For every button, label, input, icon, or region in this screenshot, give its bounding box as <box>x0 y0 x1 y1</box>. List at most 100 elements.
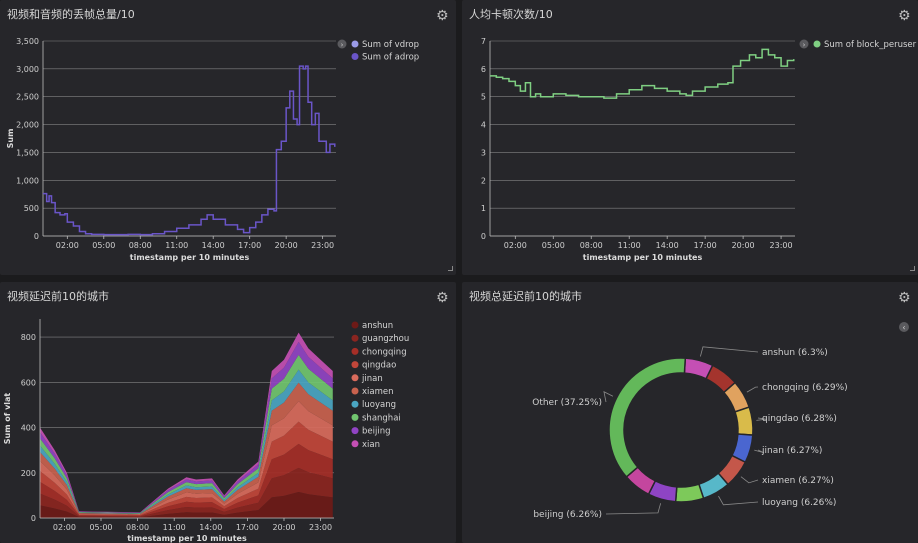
y-tick-label: 3,500 <box>16 37 39 46</box>
y-tick-label: 0 <box>34 232 39 241</box>
y-tick-label: 200 <box>21 469 36 478</box>
legend-toggle-icon <box>899 322 909 332</box>
area-luoyang <box>40 369 333 514</box>
chart-video-latency: 0 200 400 600 800 02:00 05:00 08:00 11:00 14:00 17… <box>3 319 409 543</box>
resize-handle[interactable] <box>910 266 915 271</box>
legend-marker <box>351 321 359 329</box>
area-jinan <box>40 401 333 516</box>
x-tick-label: 17:00 <box>236 523 259 532</box>
x-axis-title: timestamp per 10 minutes <box>130 253 250 262</box>
slice-label: xiamen (6.27%) <box>762 476 834 486</box>
legend-label: Sum of block_peruser <box>824 40 917 50</box>
legend-toggle-icon <box>337 39 347 49</box>
legend-marker <box>813 40 821 48</box>
slice-label: jinan (6.27%) <box>761 446 822 456</box>
slice-label: anshun (6.3%) <box>762 348 828 358</box>
leader-line <box>718 495 759 506</box>
series-line-Sum-of-adrop <box>43 65 336 236</box>
slice-label: luoyang (6.26%) <box>762 498 836 508</box>
legend-label: luoyang <box>362 400 396 410</box>
legend-marker <box>351 413 359 421</box>
legend-marker <box>351 53 359 60</box>
leader-line <box>754 449 765 454</box>
legend-label: xiamen <box>362 387 394 397</box>
legend-toggle-icon <box>799 39 809 49</box>
y-tick-label: 600 <box>21 378 36 387</box>
x-tick-label: 23:00 <box>311 241 334 250</box>
resize-handle[interactable] <box>448 266 453 271</box>
legend-marker <box>351 374 359 382</box>
legend-marker <box>351 334 359 342</box>
y-tick-label: 7 <box>481 37 486 46</box>
legend-marker <box>351 400 359 408</box>
gear-icon[interactable]: ⚙ <box>898 8 911 24</box>
legend-marker <box>351 427 359 435</box>
leader-line <box>605 503 662 515</box>
panel-block-per-user: 人均卡顿次数/10 ⚙ 0 1 2 3 4 5 6 7 02:00 05:00 08:00 11:00… <box>462 0 918 275</box>
chart-total-latency: ‹ anshun (6.3%) chongqing (6.29%) qingdao (… <box>532 322 909 520</box>
leader-line <box>756 417 767 421</box>
x-tick-label: 20:00 <box>272 523 295 532</box>
x-axis-title: timestamp per 10 minutes <box>583 253 703 262</box>
x-tick-label: 05:00 <box>89 523 112 532</box>
leader-line <box>740 476 759 484</box>
panel-frame-drops: 视频和音频的丢帧总量/10 ⚙ 0 500 1,000 1,500 2,000 2,500… <box>0 0 456 275</box>
legend-label: anshun <box>362 321 393 331</box>
y-tick-label: 500 <box>24 204 39 213</box>
x-tick-label: 17:00 <box>238 241 261 250</box>
legend-label: beijing <box>362 427 391 437</box>
gear-icon[interactable]: ⚙ <box>436 290 449 306</box>
slice-qingdao <box>734 406 754 436</box>
legend-label: qingdao <box>362 361 396 371</box>
chevron-icon: ‹ <box>902 323 905 332</box>
x-tick-label: 20:00 <box>275 241 298 250</box>
legend-marker <box>351 387 359 395</box>
y-axis-title: Sum <box>6 129 15 149</box>
area-qingdao <box>40 421 333 516</box>
gear-icon[interactable]: ⚙ <box>436 8 449 24</box>
slice-label: Other (37.25%) <box>532 398 602 408</box>
area-shanghai <box>40 354 333 514</box>
y-tick-label: 1,500 <box>16 148 39 157</box>
x-tick-label: 14:00 <box>199 523 222 532</box>
y-tick-label: 4 <box>481 121 486 130</box>
panel-video-latency-top10: 视频延迟前10的城市 ⚙ 0 200 400 600 800 02:00 05:00 08:0… <box>0 282 456 543</box>
y-tick-label: 3,000 <box>16 65 39 74</box>
y-tick-label: 3 <box>481 148 486 157</box>
x-tick-label: 08:00 <box>129 241 152 250</box>
panel-title: 视频延迟前10的城市 <box>7 290 109 303</box>
y-tick-label: 0 <box>481 232 486 241</box>
x-tick-label: 23:00 <box>770 241 793 250</box>
area-anshun <box>40 492 333 518</box>
x-tick-label: 20:00 <box>732 241 755 250</box>
x-tick-label: 08:00 <box>126 523 149 532</box>
x-tick-label: 11:00 <box>618 241 641 250</box>
x-tick-label: 05:00 <box>92 241 115 250</box>
legend-marker <box>351 361 359 369</box>
legend-label: shanghai <box>362 413 401 423</box>
x-tick-label: 11:00 <box>165 241 188 250</box>
y-tick-label: 2,500 <box>16 93 39 102</box>
slice-label: qingdao (6.28%) <box>762 414 837 424</box>
x-tick-label: 14:00 <box>202 241 225 250</box>
y-tick-label: 6 <box>481 65 486 74</box>
legend-label: guangzhou <box>362 334 409 344</box>
chevron-icon: › <box>341 41 344 49</box>
x-axis-title: timestamp per 10 minutes <box>127 534 247 543</box>
area-guangzhou <box>40 467 333 518</box>
x-tick-label: 23:00 <box>309 523 332 532</box>
slice-Other <box>608 357 687 478</box>
legend-label: Sum of vdrop <box>362 40 419 50</box>
area-beijing <box>40 341 333 514</box>
series-line-block-peruser <box>490 48 795 99</box>
chart-block-per-user: 0 1 2 3 4 5 6 7 02:00 05:00 08:00 11:00 14:00 17:00 20… <box>481 37 917 262</box>
x-tick-label: 11:00 <box>163 523 186 532</box>
legend-label: xian <box>362 440 380 450</box>
legend-label: Sum of adrop <box>362 53 419 63</box>
slice-label: chongqing (6.29%) <box>762 383 848 393</box>
gear-icon[interactable]: ⚙ <box>898 290 911 306</box>
leader-line <box>746 386 759 393</box>
x-tick-label: 02:00 <box>53 523 76 532</box>
legend-label: chongqing <box>362 347 407 357</box>
chevron-icon: › <box>803 41 806 49</box>
